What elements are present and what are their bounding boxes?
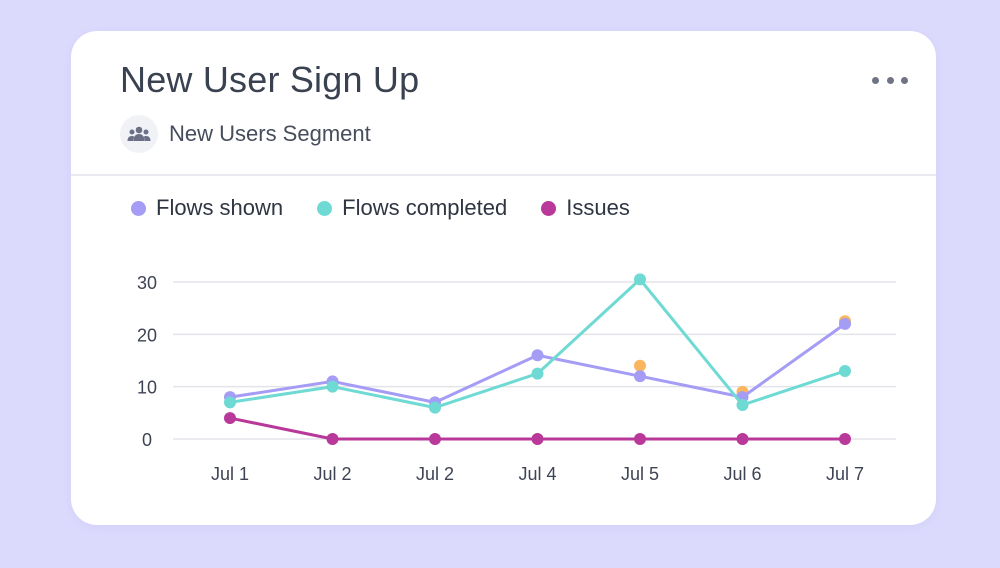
data-point-2 [224,412,236,425]
data-point-2 [839,433,851,445]
more-options-icon[interactable] [872,69,908,91]
data-point-1 [839,364,851,377]
legend-dot-flows-completed [317,200,333,216]
more-dot [886,76,894,84]
x-tick-label: Jul 2 [313,464,351,484]
data-point-2 [429,433,441,445]
highlight-point [634,359,646,372]
legend-label: Flows shown [156,195,284,220]
users-group-icon [120,115,158,153]
data-point-2 [634,433,646,445]
y-tick-label: 20 [137,325,157,345]
y-tick-label: 30 [137,273,157,293]
data-point-1 [531,367,544,380]
legend-item-issues[interactable]: Issues [541,195,630,221]
legend-dot-flows-shown [131,200,146,216]
data-point-0 [531,349,544,362]
line-chart: 0 10 20 30 Jul 1 Jul 2 Jul 2 Jul 4 Jul 5 Jul 6 Jul… [137,273,896,484]
data-point-2 [326,433,339,445]
legend-item-flows-completed[interactable]: Flows completed [317,195,507,221]
legend-label: Issues [566,195,630,220]
data-point-1 [326,380,339,393]
data-point-1 [736,398,749,411]
x-tick-label: Jul 5 [621,464,659,484]
more-dot [872,76,879,84]
series-line-0 [228,322,847,404]
x-tick-label: Jul 6 [723,464,761,484]
chart-legend: Flows shown Flows completed Issues [131,195,664,221]
card-title: New User Sign Up [120,59,420,100]
legend-dot-issues [541,200,557,216]
data-point-1 [634,273,646,286]
y-tick-label: 0 [142,430,152,450]
x-tick-label: Jul 7 [826,464,864,484]
data-point-0 [634,370,646,383]
data-point-2 [531,433,544,445]
data-point-2 [736,433,749,445]
x-tick-label: Jul 1 [211,464,249,484]
data-point-0 [839,317,851,330]
chart-card: New User Sign Up New Users Segment Flows… [71,31,936,525]
data-point-1 [224,396,236,409]
legend-item-flows-shown[interactable]: Flows shown [131,195,283,221]
data-point-1 [429,401,441,414]
segment-label: New Users Segment [169,121,371,146]
more-dot [901,76,908,84]
divider [71,174,936,176]
x-tick-label: Jul 4 [518,464,556,484]
legend-label: Flows completed [342,195,508,220]
segment-info: New Users Segment [120,115,371,153]
y-tick-label: 10 [137,378,157,398]
x-tick-label: Jul 2 [416,464,454,484]
